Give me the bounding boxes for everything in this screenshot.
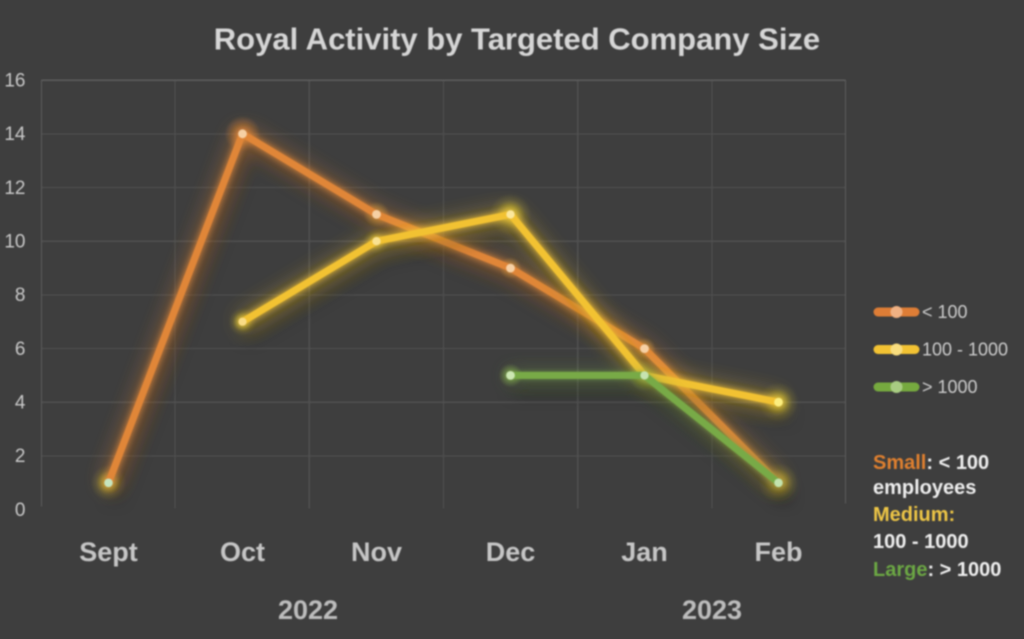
svg-text:Jan: Jan [621, 537, 668, 567]
svg-text:12: 12 [4, 178, 25, 199]
svg-text:2022: 2022 [278, 595, 338, 625]
svg-text:8: 8 [15, 285, 26, 306]
svg-text:< 100: < 100 [922, 302, 968, 322]
svg-text:Royal Activity by Targeted Com: Royal Activity by Targeted Company Size [214, 21, 820, 56]
svg-text:Sept: Sept [79, 537, 138, 567]
svg-text:100 - 1000: 100 - 1000 [922, 340, 1008, 360]
svg-text:Feb: Feb [754, 537, 802, 567]
svg-text:Large: > 1000: Large: > 1000 [873, 559, 1001, 581]
svg-text:16: 16 [4, 71, 25, 92]
svg-text:Medium:: Medium: [873, 504, 955, 526]
svg-text:2: 2 [15, 446, 26, 467]
svg-text:2023: 2023 [682, 595, 742, 625]
svg-text:employees: employees [873, 477, 976, 499]
svg-text:Small: < 100: Small: < 100 [873, 452, 989, 474]
svg-text:4: 4 [15, 393, 26, 414]
svg-text:10: 10 [4, 232, 25, 253]
svg-text:> 1000: > 1000 [922, 377, 978, 397]
svg-text:Dec: Dec [486, 537, 536, 567]
svg-text:Oct: Oct [220, 537, 265, 567]
svg-text:Nov: Nov [351, 537, 402, 567]
svg-text:100 - 1000: 100 - 1000 [873, 531, 969, 553]
svg-text:0: 0 [15, 500, 26, 521]
svg-text:14: 14 [4, 124, 26, 145]
svg-text:6: 6 [15, 339, 26, 360]
